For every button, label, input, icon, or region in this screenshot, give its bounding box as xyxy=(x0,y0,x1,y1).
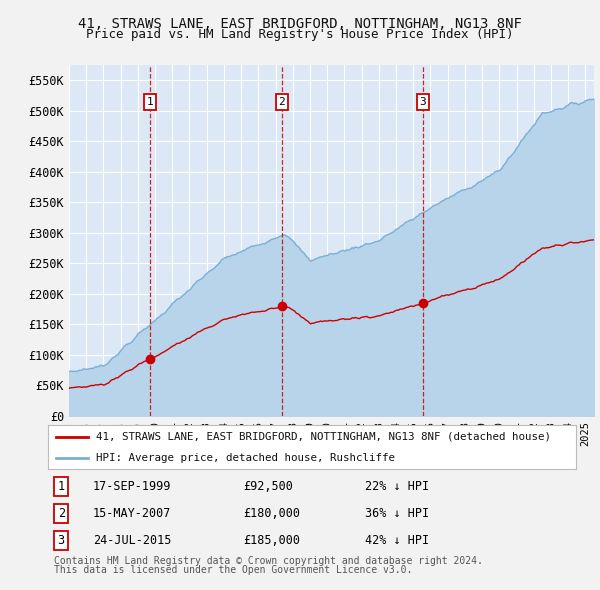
Text: 41, STRAWS LANE, EAST BRIDGFORD, NOTTINGHAM, NG13 8NF (detached house): 41, STRAWS LANE, EAST BRIDGFORD, NOTTING… xyxy=(95,432,551,442)
Text: Contains HM Land Registry data © Crown copyright and database right 2024.: Contains HM Land Registry data © Crown c… xyxy=(54,556,483,566)
Text: £180,000: £180,000 xyxy=(244,507,301,520)
Text: 42% ↓ HPI: 42% ↓ HPI xyxy=(365,534,429,547)
Text: HPI: Average price, detached house, Rushcliffe: HPI: Average price, detached house, Rush… xyxy=(95,453,395,463)
Text: 2: 2 xyxy=(278,97,286,107)
Text: 24-JUL-2015: 24-JUL-2015 xyxy=(93,534,171,547)
Text: 1: 1 xyxy=(146,97,154,107)
Text: 3: 3 xyxy=(419,97,426,107)
Text: 1: 1 xyxy=(58,480,65,493)
Text: 3: 3 xyxy=(58,534,65,547)
Text: 2: 2 xyxy=(58,507,65,520)
Text: 17-SEP-1999: 17-SEP-1999 xyxy=(93,480,171,493)
Text: 22% ↓ HPI: 22% ↓ HPI xyxy=(365,480,429,493)
Text: 15-MAY-2007: 15-MAY-2007 xyxy=(93,507,171,520)
Text: 36% ↓ HPI: 36% ↓ HPI xyxy=(365,507,429,520)
Text: 41, STRAWS LANE, EAST BRIDGFORD, NOTTINGHAM, NG13 8NF: 41, STRAWS LANE, EAST BRIDGFORD, NOTTING… xyxy=(78,17,522,31)
Text: Price paid vs. HM Land Registry's House Price Index (HPI): Price paid vs. HM Land Registry's House … xyxy=(86,28,514,41)
Text: £185,000: £185,000 xyxy=(244,534,301,547)
Text: This data is licensed under the Open Government Licence v3.0.: This data is licensed under the Open Gov… xyxy=(54,565,412,575)
Text: £92,500: £92,500 xyxy=(244,480,293,493)
